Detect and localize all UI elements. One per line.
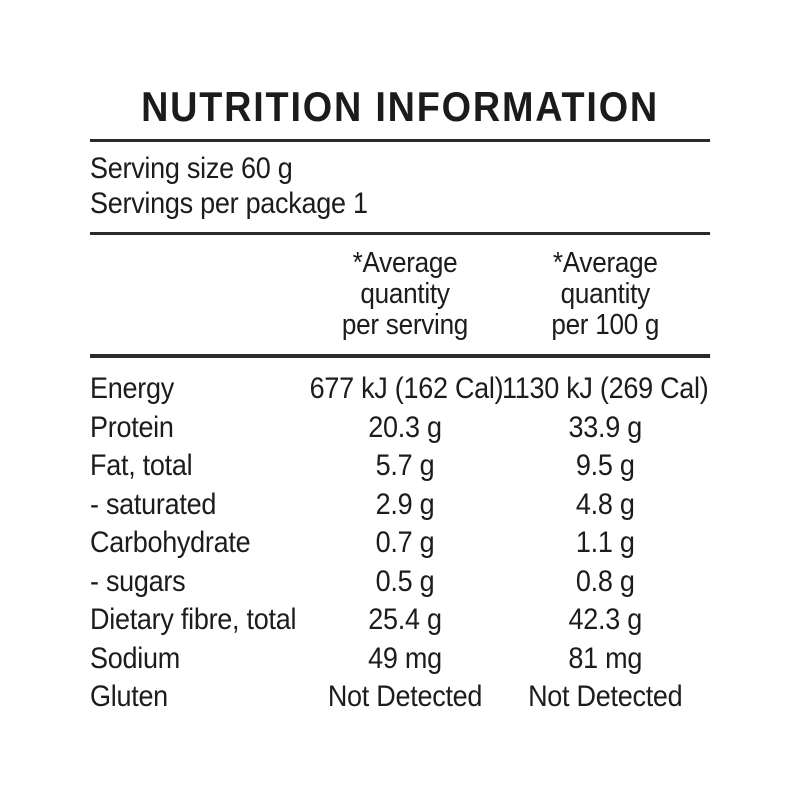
nutrient-name: Gluten [90, 680, 168, 713]
value-per-100g: 42.3 g [568, 603, 643, 636]
serving-info: Serving size 60 g Servings per package 1 [90, 151, 710, 221]
nutrition-label-title: NUTRITION INFORMATION [141, 83, 660, 130]
header-divider [90, 354, 711, 358]
table-row-sugars: - sugars 0.5 g 0.8 g [90, 563, 710, 602]
table-row-dietary-fibre: Dietary fibre, total 25.4 g 42.3 g [90, 601, 710, 640]
column-header-per-serving: *Average quantity per serving [341, 247, 469, 341]
servings-per-package-text: Servings per package 1 [90, 187, 368, 220]
nutrient-name: Sodium [90, 641, 180, 675]
value-per-serving: 677 kJ (162 Cal) [309, 372, 504, 405]
value-per-100g: 4.8 g [575, 487, 635, 521]
value-per-100g: 9.5 g [575, 449, 635, 482]
nutrient-name: - saturated [90, 487, 217, 521]
table-row-carbohydrate: Carbohydrate 0.7 g 1.1 g [90, 524, 710, 563]
table-row-sodium: Sodium 49 mg 81 mg [90, 640, 710, 679]
nutrient-column-spacer [90, 248, 310, 341]
value-per-serving: Not Detected [327, 680, 483, 713]
table-row-fat-total: Fat, total 5.7 g 9.5 g [90, 447, 710, 486]
nutrient-name: Dietary fibre, total [90, 603, 297, 636]
value-per-100g: 0.8 g [575, 564, 635, 598]
value-per-serving: 0.7 g [375, 526, 435, 559]
nutrient-name: - sugars [90, 564, 186, 598]
value-per-serving: 49 mg [368, 641, 442, 675]
value-per-serving: 2.9 g [375, 487, 435, 521]
column-header-per-100g: *Average quantity per 100 g [551, 247, 660, 341]
value-per-100g: 1130 kJ (269 Cal) [501, 372, 709, 405]
value-per-100g: 81 mg [568, 641, 643, 675]
table-row-gluten: Gluten Not Detected Not Detected [90, 678, 710, 717]
value-per-100g: Not Detected [528, 680, 683, 713]
value-per-serving: 0.5 g [375, 564, 435, 598]
value-per-serving: 25.4 g [368, 603, 442, 636]
nutrient-name: Fat, total [90, 449, 193, 482]
value-per-serving: 20.3 g [368, 410, 442, 444]
title-divider [90, 139, 711, 142]
nutrient-name: Energy [90, 372, 174, 405]
column-header-row: *Average quantity per serving *Average q… [90, 248, 710, 341]
table-row-protein: Protein 20.3 g 33.9 g [90, 409, 710, 448]
table-row-saturated: - saturated 2.9 g 4.8 g [90, 486, 710, 525]
table-row-energy: Energy 677 kJ (162 Cal) 1130 kJ (269 Cal… [90, 370, 710, 409]
serving-divider [90, 232, 711, 235]
nutrient-name: Carbohydrate [90, 526, 251, 559]
nutrient-name: Protein [90, 410, 174, 444]
value-per-100g: 33.9 g [568, 410, 643, 444]
value-per-100g: 1.1 g [575, 526, 635, 559]
value-per-serving: 5.7 g [375, 449, 435, 482]
nutrition-table: Energy 677 kJ (162 Cal) 1130 kJ (269 Cal… [90, 370, 710, 717]
nutrition-label: NUTRITION INFORMATION Serving size 60 g … [90, 83, 711, 717]
serving-size-text: Serving size 60 g [90, 152, 293, 185]
